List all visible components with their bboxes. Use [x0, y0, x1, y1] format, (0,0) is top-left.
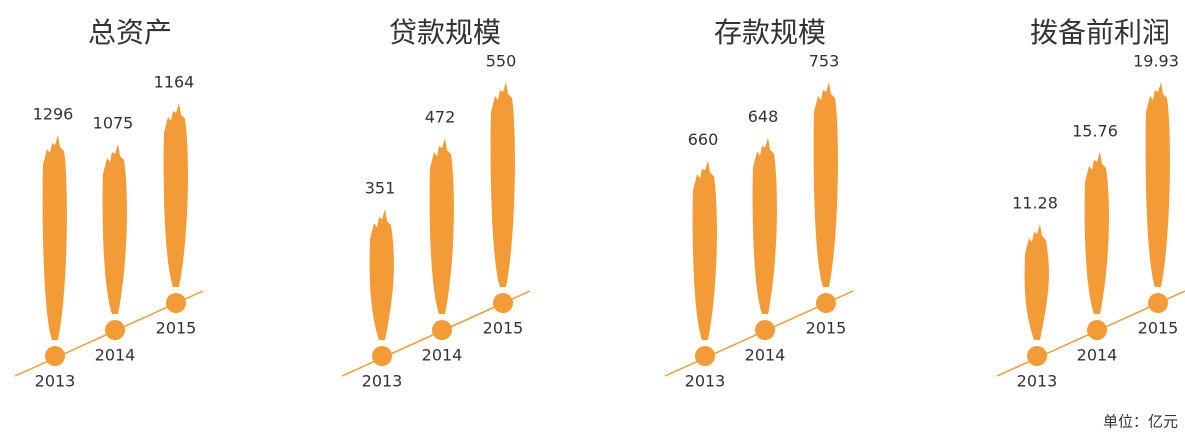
- year-dot: [1148, 293, 1168, 313]
- year-label: 2015: [806, 319, 847, 338]
- year-label: 2013: [1017, 372, 1058, 391]
- year-label: 2013: [685, 372, 726, 391]
- chart-title: 贷款规模: [389, 16, 501, 49]
- year-dot: [372, 346, 392, 366]
- bar: [1025, 224, 1049, 340]
- bar: [753, 138, 777, 314]
- bar: [814, 82, 838, 287]
- year-dot: [695, 346, 715, 366]
- value-label: 550: [486, 52, 517, 71]
- value-label: 19.93: [1133, 52, 1179, 71]
- bar: [1085, 152, 1109, 314]
- bar: [164, 103, 188, 287]
- year-label: 2014: [422, 346, 463, 365]
- bar: [1146, 82, 1170, 287]
- year-label: 2015: [483, 319, 524, 338]
- chart-title: 拨备前利润: [1030, 16, 1170, 49]
- year-dot: [755, 320, 775, 340]
- value-label: 660: [688, 130, 719, 149]
- value-label: 1296: [33, 105, 74, 124]
- bar: [430, 138, 454, 314]
- chart-title: 存款规模: [714, 16, 826, 49]
- bar: [491, 82, 515, 287]
- year-label: 2014: [1077, 346, 1118, 365]
- year-dot: [1087, 320, 1107, 340]
- year-label: 2013: [35, 372, 76, 391]
- year-dot: [432, 320, 452, 340]
- year-dot: [105, 320, 125, 340]
- year-dot: [493, 293, 513, 313]
- infographic: 单位：亿元 总资产 1296 2013 1075 2014 1164 2015 贷款规模 351…: [0, 0, 1185, 435]
- value-label: 15.76: [1072, 121, 1118, 140]
- year-dot: [1027, 346, 1047, 366]
- year-label: 2015: [1138, 319, 1179, 338]
- value-label: 1075: [93, 113, 134, 132]
- year-dot: [816, 293, 836, 313]
- chart-title: 总资产: [88, 16, 172, 49]
- value-label: 351: [365, 179, 396, 198]
- value-label: 648: [748, 107, 779, 126]
- year-dot: [45, 346, 65, 366]
- bar: [43, 135, 67, 340]
- value-label: 11.28: [1012, 193, 1058, 212]
- year-dot: [166, 293, 186, 313]
- value-label: 753: [809, 52, 840, 71]
- value-label: 1164: [154, 72, 195, 91]
- year-label: 2014: [745, 346, 786, 365]
- value-label: 472: [425, 108, 456, 127]
- bar: [103, 144, 127, 314]
- bar: [693, 160, 717, 340]
- year-label: 2013: [362, 372, 403, 391]
- bar: [370, 209, 394, 340]
- year-label: 2015: [156, 319, 197, 338]
- unit-note: 单位：亿元: [1103, 413, 1178, 431]
- year-label: 2014: [95, 346, 136, 365]
